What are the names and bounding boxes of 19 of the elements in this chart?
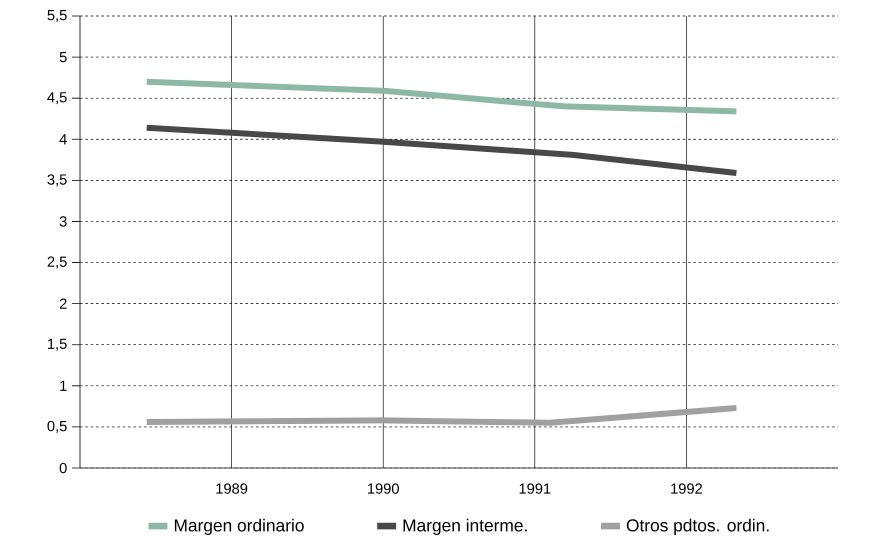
legend-label: Margen interme.: [404, 518, 527, 535]
y-tick-label: 0: [60, 462, 67, 474]
x-tick-label: 1989: [216, 483, 248, 494]
y-tick-label: 2: [60, 298, 67, 309]
y-tick-label: 3: [60, 216, 67, 227]
y-tick-label: 0,5: [47, 420, 67, 433]
legend-label: Margen ordinario: [174, 518, 304, 535]
y-tick-label: 5: [60, 52, 67, 62]
y-tick-label: 1: [60, 380, 67, 391]
y-tick-label: 4,5: [47, 92, 67, 104]
legend-label: Otros pdtos. ordin.: [626, 518, 769, 535]
y-tick-label: 2,5: [48, 256, 67, 269]
x-tick-label: 1991: [520, 483, 550, 494]
y-tick-label: 3,5: [47, 174, 67, 186]
y-tick-label: 4: [59, 134, 67, 144]
y-tick-label: 5,5: [47, 10, 67, 22]
y-tick-label: 1,5: [48, 338, 67, 351]
x-tick-label: 1992: [671, 483, 702, 494]
x-tick-label: 1990: [368, 483, 399, 494]
